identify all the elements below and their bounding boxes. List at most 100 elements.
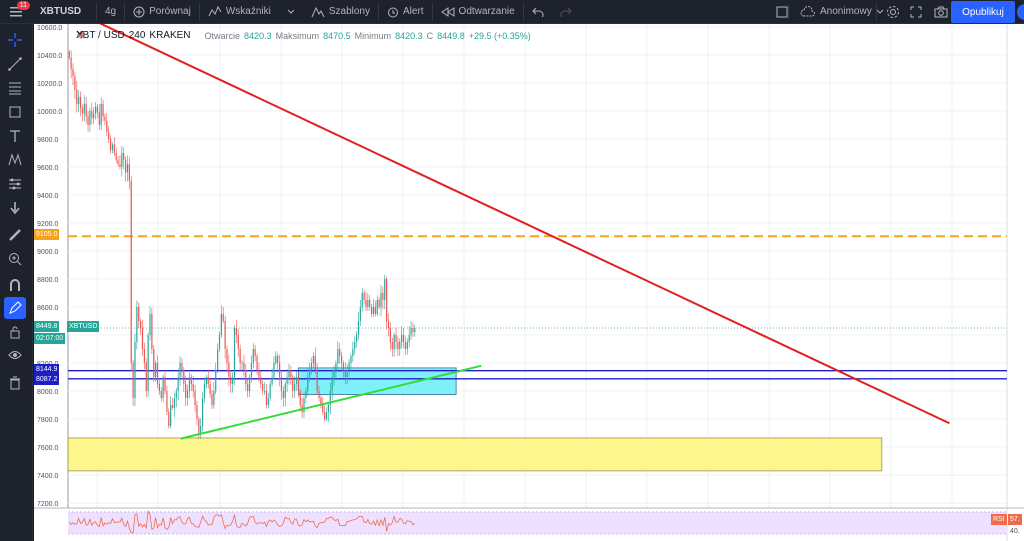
templates-button[interactable]: Szablony: [303, 0, 378, 24]
y-tick-label: 8800.0: [37, 277, 59, 284]
candle-body: [222, 313, 224, 321]
remove-drawings-tool[interactable]: [4, 372, 26, 394]
interval-button[interactable]: 4g: [105, 6, 117, 17]
candle-body: [162, 377, 164, 399]
candle-body: [258, 370, 260, 378]
candle-body: [303, 398, 305, 413]
candle-body: [106, 120, 108, 132]
candle-body: [119, 164, 121, 167]
last-symbol-label: XBTUSD: [67, 321, 100, 332]
price-chart[interactable]: 7200.07400.07600.07800.08000.08200.08400…: [34, 24, 1024, 541]
candle-body: [354, 341, 356, 350]
candle-body: [81, 108, 83, 114]
fib-tool[interactable]: [4, 77, 26, 99]
indicators-icon: [208, 5, 222, 16]
candle-body: [196, 405, 198, 420]
candle-body: [68, 52, 70, 58]
lock-icon: [10, 326, 20, 339]
candle-body: [314, 356, 316, 371]
undo-button[interactable]: [524, 0, 552, 24]
candle-body: [126, 164, 129, 173]
candle-body: [299, 391, 301, 406]
candle-body: [186, 391, 189, 399]
indicators-dropdown[interactable]: [279, 0, 303, 24]
trendline-tool[interactable]: [4, 53, 26, 75]
candle-body: [307, 377, 309, 392]
text-tool[interactable]: [4, 125, 26, 147]
indicators-button[interactable]: Wskaźniki: [200, 0, 279, 24]
rsi-name-label: RSI: [991, 514, 1007, 525]
candle-body: [369, 299, 371, 307]
open-value: 8420.3: [244, 30, 272, 41]
y-tick-label: 7800.0: [37, 417, 59, 424]
candle-body: [412, 327, 414, 333]
candle-body: [282, 391, 284, 399]
candle-body: [136, 306, 138, 342]
candle-body: [348, 363, 350, 371]
pattern-tool[interactable]: [4, 149, 26, 171]
menu-button[interactable]: 11: [0, 0, 32, 24]
candle-body: [243, 363, 245, 371]
redo-button[interactable]: [552, 0, 580, 24]
candle-body: [121, 152, 123, 167]
candle-body: [104, 116, 106, 121]
visibility-tool[interactable]: [4, 344, 26, 366]
arrow-tool[interactable]: [4, 197, 26, 219]
lock-tool[interactable]: [4, 321, 26, 343]
stay-in-drawing-tool[interactable]: [4, 297, 26, 319]
candle-body: [233, 327, 236, 378]
legend-symbol[interactable]: XBT / USD: [76, 30, 125, 41]
y-tick-label: 10600.0: [37, 25, 62, 32]
chart-area[interactable]: 7200.07400.07600.07800.08000.08200.08400…: [34, 24, 1024, 541]
crosshair-icon: [8, 33, 22, 47]
zoom-tool[interactable]: [4, 248, 26, 270]
candle-body: [265, 391, 268, 406]
replay-button[interactable]: Odtwarzanie: [433, 0, 523, 24]
candle-body: [94, 106, 97, 114]
candle-body: [183, 370, 185, 385]
candle-body: [179, 363, 181, 378]
account-button[interactable]: Anonimowy: [792, 0, 892, 24]
fullscreen-button[interactable]: [902, 0, 930, 24]
candle-body: [286, 377, 288, 385]
snapshot-button[interactable]: [926, 0, 956, 24]
chevron-down-icon[interactable]: [76, 30, 84, 36]
candle-body: [260, 377, 262, 385]
candle-body: [173, 398, 176, 408]
publish-button[interactable]: Opublikuj: [951, 1, 1015, 23]
candle-body: [357, 320, 360, 335]
settings-button[interactable]: [878, 0, 908, 24]
candle-body: [344, 370, 346, 378]
zoom-in-icon: [9, 253, 22, 266]
magnet-tool[interactable]: [4, 274, 26, 296]
y-tick-label: 9800.0: [37, 137, 59, 144]
candle-body: [213, 391, 215, 406]
compare-button[interactable]: Porównaj: [125, 0, 199, 24]
profile-icon[interactable]: [1017, 4, 1024, 20]
crosshair-tool[interactable]: [4, 29, 26, 51]
candle-body: [376, 299, 378, 314]
candle-body: [156, 363, 159, 385]
fullscreen-layout-button[interactable]: [768, 0, 796, 24]
close-label: C: [426, 30, 434, 41]
high-value: 8470.5: [323, 30, 351, 41]
candle-body: [325, 412, 328, 420]
shapes-tool[interactable]: [4, 101, 26, 123]
candle-body: [365, 299, 367, 307]
symbol-search[interactable]: XBTUSD: [40, 6, 82, 17]
templates-icon: [311, 6, 325, 17]
measure-tool[interactable]: [4, 224, 26, 246]
candle-body: [100, 103, 102, 125]
account-label: Anonimowy: [820, 6, 872, 17]
candle-body: [245, 370, 247, 385]
candle-body: [158, 384, 160, 392]
prediction-tool[interactable]: [4, 173, 26, 195]
candle-body: [211, 393, 213, 406]
candle-body: [74, 75, 76, 90]
alert-button[interactable]: Alert: [379, 0, 432, 24]
low-label: Minimum: [354, 30, 392, 41]
candle-body: [254, 349, 256, 357]
camera-icon: [934, 6, 948, 17]
candle-body: [335, 363, 337, 371]
candle-body: [284, 384, 286, 399]
